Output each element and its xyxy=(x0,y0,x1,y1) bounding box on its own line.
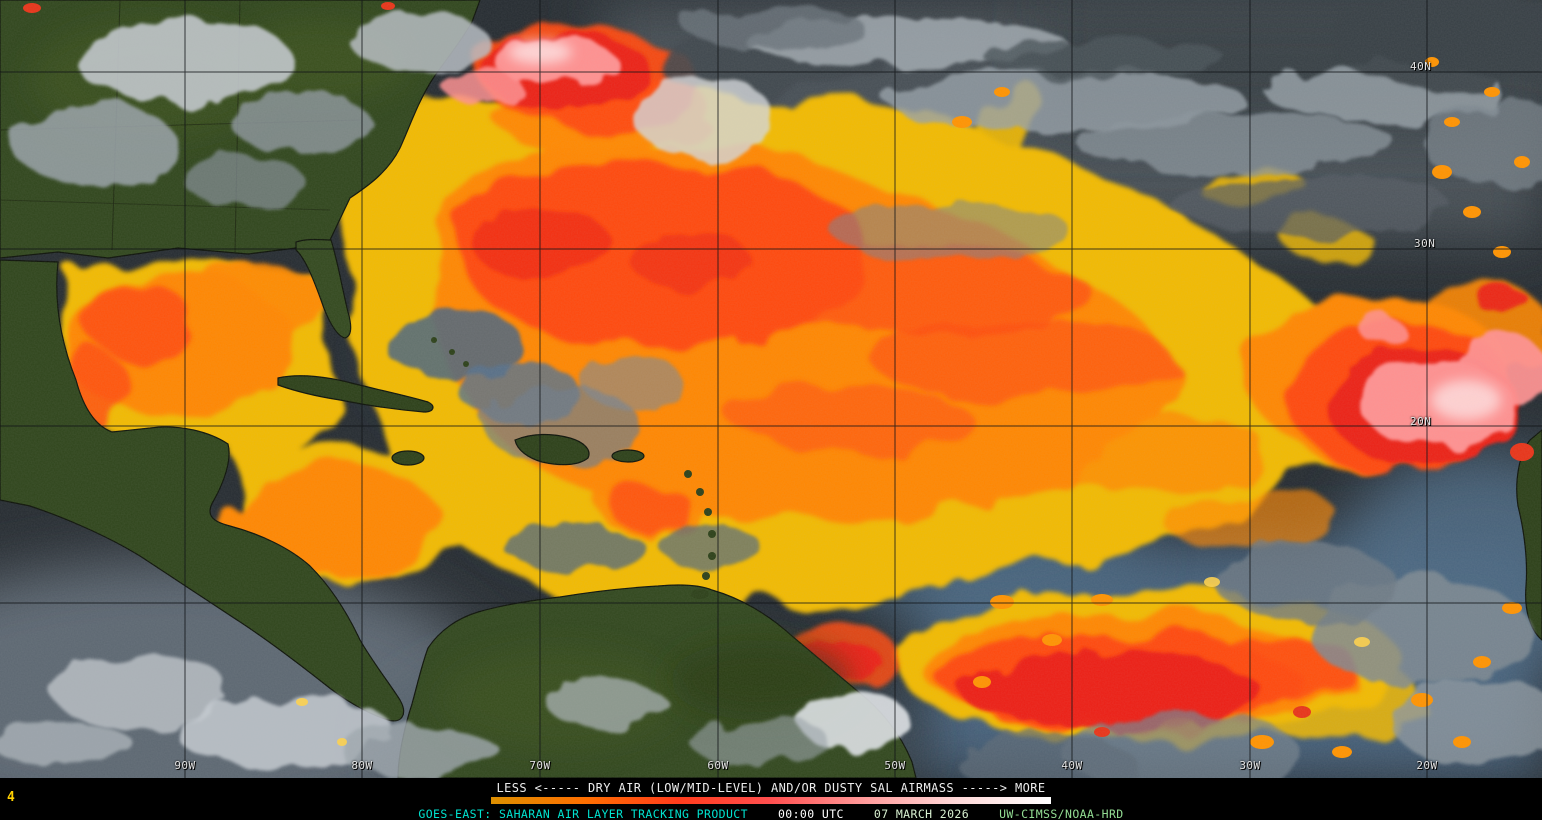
lon-label-50w: 50W xyxy=(884,759,906,772)
satellite-map: 40N 30N 20N 90W 80W 70W 60W 50W 40W 30W … xyxy=(0,0,1542,778)
legend-caption: LESS <----- DRY AIR (LOW/MID-LEVEL) AND/… xyxy=(496,781,1046,795)
colorbar xyxy=(491,797,1051,804)
lon-label-20w: 20W xyxy=(1416,759,1438,772)
lat-label-30n: 30N xyxy=(1414,237,1436,250)
lat-label-40n: 40N xyxy=(1410,60,1432,73)
product-footer: GOES-EAST: SAHARAN AIR LAYER TRACKING PR… xyxy=(0,807,1542,820)
product-credit: UW-CIMSS/NOAA-HRD xyxy=(999,807,1124,820)
lat-label-20n: 20N xyxy=(1410,415,1432,428)
product-title: GOES-EAST: SAHARAN AIR LAYER TRACKING PR… xyxy=(418,807,748,820)
bottom-bar: LESS <----- DRY AIR (LOW/MID-LEVEL) AND/… xyxy=(0,778,1542,820)
lon-label-40w: 40W xyxy=(1061,759,1083,772)
frame-number: 4 xyxy=(7,790,15,805)
product-time: 00:00 UTC xyxy=(777,807,844,820)
product-date: 07 MARCH 2026 xyxy=(873,807,970,820)
image-grain xyxy=(0,0,1542,778)
graticule xyxy=(0,0,1542,778)
lon-label-90w: 90W xyxy=(174,759,196,772)
lon-label-30w: 30W xyxy=(1239,759,1261,772)
lon-label-80w: 80W xyxy=(351,759,373,772)
satellite-imagery xyxy=(0,0,1542,778)
lon-label-60w: 60W xyxy=(707,759,729,772)
lon-label-70w: 70W xyxy=(529,759,551,772)
